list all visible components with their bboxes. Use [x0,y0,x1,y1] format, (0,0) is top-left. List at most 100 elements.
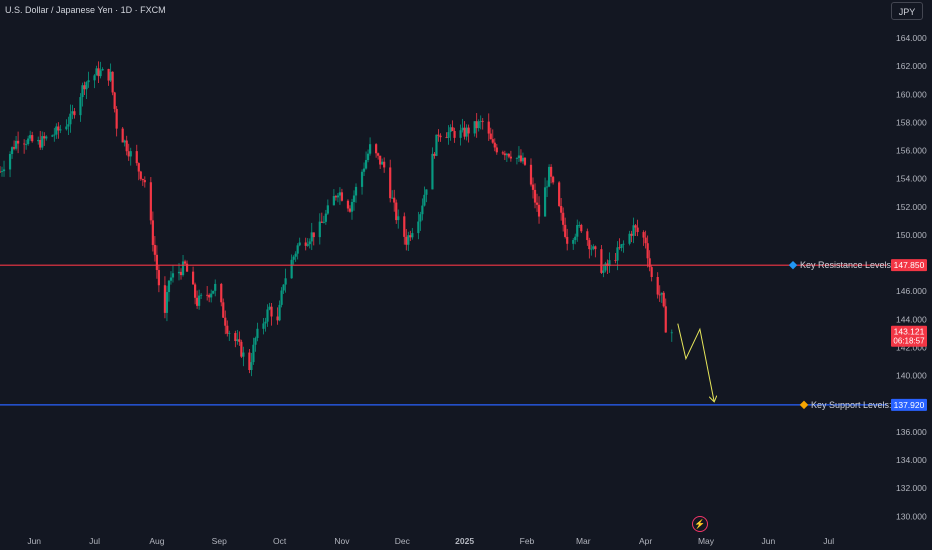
candle-body [614,260,617,261]
candle-body [200,294,203,296]
candle-body [501,152,504,154]
candle-body [139,171,142,179]
candle-body [421,205,424,215]
candle-body [566,236,569,244]
candle-body [2,169,6,172]
candle-body [334,196,337,198]
candle-body [602,270,605,273]
candle-body [477,121,480,129]
candle-body [463,127,466,137]
candle-body [222,302,225,318]
candle-body [99,70,102,77]
lightning-icon[interactable]: ⚡ [692,516,708,532]
candle-body [467,127,470,134]
candle-body [642,232,645,238]
candle-body [69,113,72,125]
candle-body [435,134,438,156]
candle-body [141,178,144,181]
candle-body [165,292,169,313]
candle-body [238,339,241,342]
candle-body [352,195,356,203]
level-price-label: 147.850 [894,260,925,270]
candle-body [151,220,154,245]
x-tick-label: Dec [395,536,411,546]
candle-body [264,321,267,324]
candle-body [292,256,295,260]
candle-body [543,187,547,217]
x-tick-label: May [698,536,715,546]
candle-body [459,130,462,138]
candle-body [8,154,12,170]
candle-body [362,168,366,172]
candle-body [45,136,48,139]
candle-body [37,140,40,142]
candle-body [284,278,287,285]
candle-body [236,339,239,342]
candle-body [177,271,181,274]
x-tick-label: Feb [520,536,535,546]
y-tick-label: 162.000 [896,61,927,71]
candle-body [31,135,34,142]
candle-body [294,253,297,257]
candle-body [395,202,398,221]
candle-body [248,352,251,371]
candle-body [630,233,633,236]
candle-body [656,277,659,295]
candle-body [547,166,551,187]
candle-body [574,236,577,241]
candle-body [419,214,422,222]
candle-body [71,111,74,114]
orange-diamond-icon [799,400,809,410]
candle-body [278,304,281,321]
candle-body [167,280,171,293]
candle-body [644,237,647,244]
candle-body [348,208,352,212]
candle-body [560,205,563,213]
candle-body [377,153,380,156]
candle-body [155,254,158,271]
currency-button[interactable]: JPY [891,2,923,20]
candle-body [620,244,623,248]
candle-body [308,241,311,245]
candle-body [250,362,253,371]
candle-body [439,135,442,138]
candle-body [664,306,667,333]
level-label: Key Support Levels: [811,400,892,410]
y-tick-label: 160.000 [896,89,927,99]
chart-title: U.S. Dollar / Japanese Yen · 1D · FXCM [5,5,166,15]
candle-body [228,333,231,334]
x-tick-label: Apr [639,536,652,546]
candle-body [0,171,2,173]
candle-body [354,186,358,196]
candle-body [338,192,342,196]
y-tick-label: 154.000 [896,174,927,184]
candle-body [491,139,494,143]
candle-body [59,129,62,131]
candle-body [212,290,215,294]
y-tick-label: 146.000 [896,286,927,296]
candle-body [51,135,54,137]
candle-body [487,121,490,134]
candle-body [379,155,382,165]
candle-body [127,151,130,157]
candle-body [451,127,454,131]
candle-body [282,284,285,291]
candle-body [214,283,217,291]
candle-body [298,242,301,246]
candle-body [537,204,541,217]
x-tick-label: Jun [27,536,41,546]
candle-body [29,135,32,139]
candle-body [433,153,436,156]
candle-body [503,153,506,156]
candle-body [346,200,350,209]
candle-body [660,292,663,295]
candle-body [405,236,408,245]
candle-body [350,202,354,212]
countdown-label: 06:18:57 [893,337,925,346]
candle-body [304,242,307,246]
candle-body [234,333,237,342]
x-tick-label: Jul [89,536,100,546]
candle-body [600,249,603,273]
candle-body [431,153,434,190]
